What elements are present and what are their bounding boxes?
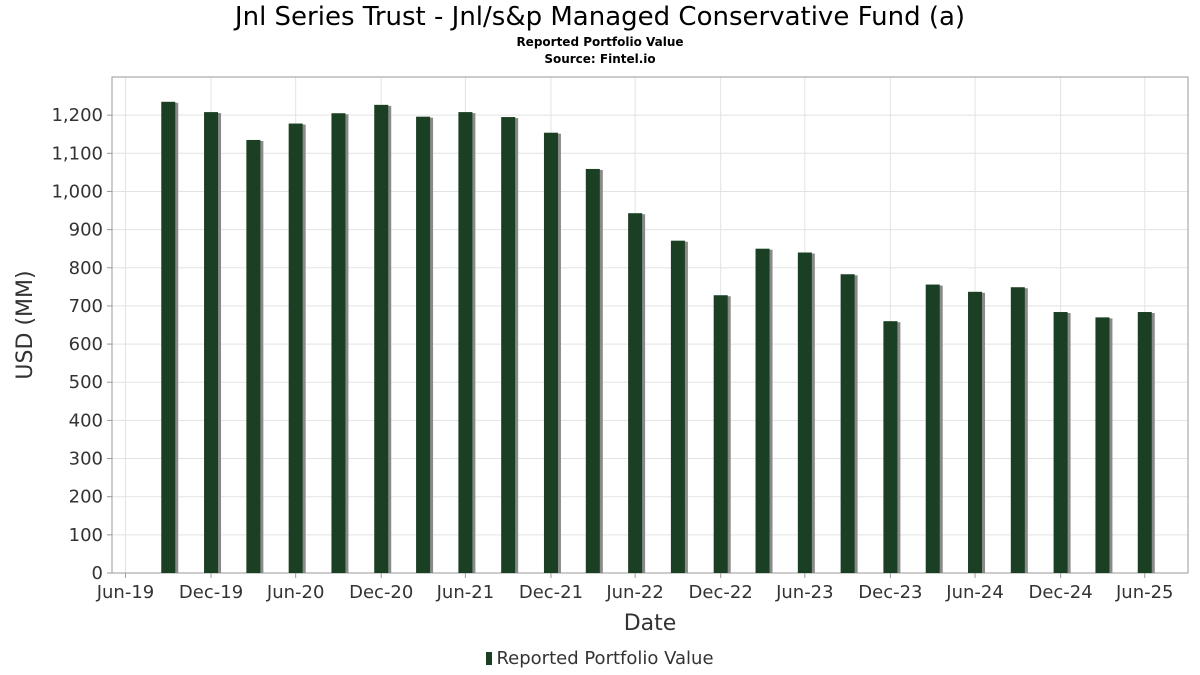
bar [840, 274, 855, 573]
y-tick-label: 100 [69, 525, 103, 546]
bar [670, 240, 685, 573]
bar [1010, 287, 1025, 573]
y-tick-label: 600 [69, 334, 103, 355]
bar [374, 104, 389, 574]
bars-layer [161, 101, 1155, 574]
x-tick-label: Jun-25 [1115, 582, 1174, 603]
bar [628, 213, 643, 573]
x-tick-label: Dec-23 [858, 582, 922, 603]
bar [1053, 312, 1068, 573]
bar [713, 295, 728, 573]
x-tick-label: Jun-22 [605, 582, 664, 603]
x-tick-label: Jun-21 [436, 582, 495, 603]
bar [968, 291, 983, 573]
x-axis-title: Date [624, 611, 677, 636]
y-tick-label: 1,000 [51, 181, 103, 202]
y-tick-label: 1,200 [51, 105, 103, 126]
bar [543, 132, 558, 573]
bar [883, 321, 898, 573]
chart-title: Jnl Series Trust - Jnl/s&p Managed Conse… [234, 2, 966, 32]
bar [755, 248, 770, 573]
y-axis: 0 100 200 300 400 500 600 700 800 900 1,000 1,100 1,… [51, 105, 112, 584]
y-tick-label: 900 [69, 220, 103, 241]
bar [204, 112, 219, 574]
x-tick-label: Jun-20 [266, 582, 325, 603]
legend-label: Reported Portfolio Value [496, 648, 714, 669]
bar [331, 113, 346, 573]
bar [288, 123, 303, 573]
bar [925, 284, 940, 573]
legend-swatch [486, 652, 493, 665]
y-tick-label: 300 [69, 449, 103, 470]
x-tick-label: Jun-19 [96, 582, 155, 603]
y-tick-label: 200 [69, 487, 103, 508]
y-tick-label: 800 [69, 258, 103, 279]
bar [161, 101, 176, 574]
y-tick-label: 1,100 [51, 143, 103, 164]
bar [797, 252, 812, 573]
bar [246, 139, 261, 573]
y-tick-label: 700 [69, 296, 103, 317]
bar [1137, 312, 1152, 573]
x-tick-label: Jun-24 [945, 582, 1004, 603]
x-tick-label: Dec-19 [179, 582, 243, 603]
x-tick-label: Jun-23 [775, 582, 834, 603]
chart-subtitle: Reported Portfolio Value [516, 35, 684, 49]
x-tick-label: Dec-22 [689, 582, 753, 603]
plot-area [111, 76, 1189, 574]
x-tick-label: Dec-20 [349, 582, 413, 603]
y-tick-label: 0 [92, 563, 103, 584]
y-tick-label: 400 [69, 410, 103, 431]
bar [416, 116, 431, 574]
bar [1095, 317, 1110, 573]
x-tick-label: Dec-24 [1028, 582, 1092, 603]
chart-source: Source: Fintel.io [544, 52, 656, 66]
y-tick-label: 500 [69, 372, 103, 393]
bar [501, 117, 516, 574]
y-axis-title: USD (MM) [13, 270, 38, 379]
bar [458, 112, 473, 574]
legend: Reported Portfolio Value [0, 648, 1200, 669]
x-tick-label: Dec-21 [519, 582, 583, 603]
bar [585, 168, 600, 573]
x-axis: Jun-19 Dec-19 Jun-20 Dec-20 Jun-21 Dec-21 Jun-… [96, 573, 1174, 603]
